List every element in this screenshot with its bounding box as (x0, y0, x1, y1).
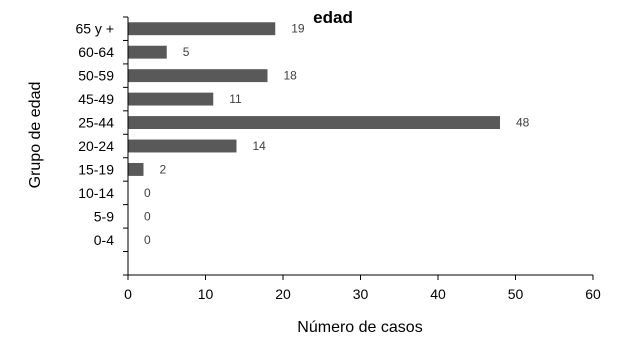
y-tick-label: 50-59 (78, 68, 114, 84)
data-label: 19 (291, 22, 305, 36)
data-label: 0 (144, 233, 151, 247)
bar-60-64 (128, 45, 167, 59)
x-axis-title: Número de casos (297, 319, 422, 336)
bar-45-49 (128, 92, 214, 106)
bar-25-44 (128, 116, 500, 129)
bar-15-19 (128, 163, 144, 176)
x-tick-label: 60 (585, 286, 601, 302)
bar-20-24 (128, 139, 237, 153)
y-tick-label: 20-24 (78, 138, 114, 154)
y-tick-label: 5-9 (94, 208, 114, 224)
data-label: 14 (253, 139, 267, 153)
x-tick-label: 30 (353, 286, 369, 302)
x-tick-label: 50 (508, 286, 524, 302)
x-tick-label: 40 (430, 286, 446, 302)
data-label: 5 (183, 45, 190, 59)
bar-50-59 (128, 69, 268, 83)
data-label: 0 (144, 186, 151, 200)
bar-65 y + (128, 22, 276, 36)
y-tick-label: 0-4 (94, 232, 114, 248)
x-tick-label: 10 (198, 286, 214, 302)
y-tick-label: 45-49 (78, 91, 114, 107)
y-tick-label: 15-19 (78, 161, 114, 177)
y-tick-label: 10-14 (78, 185, 114, 201)
bars-layer (128, 22, 500, 176)
x-tick-label: 20 (275, 286, 291, 302)
y-tick-label: 65 y + (75, 21, 114, 37)
axes-layer (123, 16, 594, 280)
x-tick-label: 0 (124, 286, 132, 302)
data-label: 2 (160, 162, 167, 176)
data-label: 18 (284, 69, 298, 83)
chart-title: edad (313, 8, 353, 27)
y-tick-label: 25-44 (78, 115, 114, 131)
data-label: 11 (229, 92, 242, 106)
data-label: 0 (144, 209, 151, 223)
y-axis-title: Grupo de edad (27, 82, 44, 189)
y-tick-label: 60-64 (78, 44, 114, 60)
data-label: 48 (516, 116, 530, 130)
